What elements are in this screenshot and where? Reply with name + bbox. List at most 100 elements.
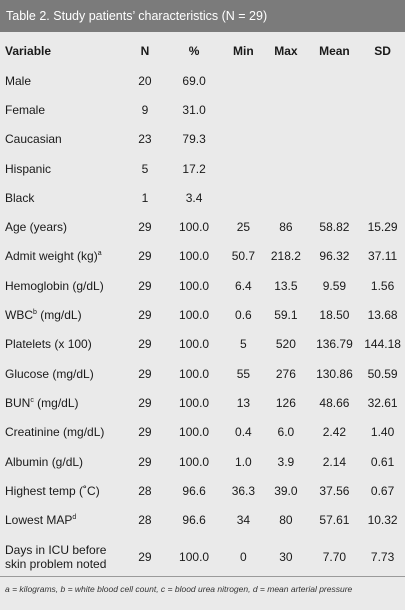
- variable-label: Lowest MAP: [5, 513, 73, 528]
- cell-min: [224, 66, 264, 95]
- cell-mean: 57.61: [319, 513, 350, 528]
- table-row: Male 20 69.0: [0, 66, 405, 95]
- cell-pct: 100.0: [179, 425, 210, 440]
- variable-label: Glucose (mg/dL): [5, 366, 94, 381]
- table-row: Black 1 3.4: [0, 183, 405, 212]
- cell-sd: 32.61: [367, 395, 398, 410]
- cell-min: 0.6: [235, 308, 252, 323]
- cell-pct: 17.2: [182, 161, 206, 176]
- cell-max: 218.2: [270, 249, 301, 264]
- table-title: Table 2. Study patients’ characteristics…: [0, 0, 405, 32]
- table-row: BUNc (mg/dL) 29 100.0 13 126 48.66 32.61: [0, 388, 405, 417]
- table-row: Lowest MAPd 28 96.6 34 80 57.61 10.32: [0, 505, 405, 534]
- cell-mean: [309, 66, 361, 95]
- cell-sd: 15.29: [367, 220, 398, 235]
- header-variable: Variable: [5, 44, 52, 58]
- cell-min: 1.0: [235, 454, 252, 469]
- variable-label: Male: [5, 73, 32, 88]
- header-max: Max: [274, 44, 298, 58]
- table-row: Caucasian 23 79.3: [0, 125, 405, 154]
- cell-min: 55: [236, 366, 251, 381]
- cell-variable: WBCb (mg/dL): [0, 300, 125, 329]
- cell-mean: 18.50: [319, 308, 350, 323]
- cell-variable: Hispanic: [0, 154, 125, 183]
- cell-n: 29: [138, 308, 152, 323]
- cell-variable: Black: [0, 183, 125, 212]
- cell-variable: Lowest MAPd: [0, 505, 125, 534]
- cell-sd: [360, 66, 405, 95]
- cell-n: 20: [138, 73, 152, 88]
- cell-n: 23: [138, 132, 152, 147]
- cell-pct: 100.0: [179, 308, 210, 323]
- table-row: Female 9 31.0: [0, 95, 405, 124]
- cell-n: 29: [138, 395, 152, 410]
- table-row: WBCb (mg/dL) 29 100.0 0.6 59.1 18.50 13.68: [0, 300, 405, 329]
- cell-min: [224, 183, 264, 212]
- cell-n: 29: [138, 454, 152, 469]
- variable-label: Days in ICU before: [5, 542, 107, 557]
- cell-pct: 96.6: [182, 483, 206, 498]
- table-row: Platelets (x 100) 29 100.0 5 520 136.79 144.18: [0, 330, 405, 359]
- cell-variable: Age (years): [0, 212, 125, 241]
- cell-mean: [309, 183, 361, 212]
- footnote-marker: a: [97, 250, 102, 258]
- cell-pct: 100.0: [179, 337, 210, 352]
- variable-label: Caucasian: [5, 132, 62, 147]
- table-row: Age (years) 29 100.0 25 86 58.82 15.29: [0, 212, 405, 241]
- cell-sd: [360, 95, 405, 124]
- cell-max: 276: [275, 366, 296, 381]
- footnote: a = kilograms, b = white blood cell coun…: [5, 584, 353, 594]
- cell-n: 5: [141, 161, 149, 176]
- cell-max: 86: [279, 220, 293, 235]
- variable-label: Albumin (g/dL): [5, 454, 84, 469]
- cell-sd: [360, 154, 405, 183]
- cell-max: [263, 125, 309, 154]
- variable-label: Female: [5, 102, 46, 117]
- cell-sd: 0.61: [370, 454, 395, 469]
- cell-n: 29: [138, 366, 152, 381]
- cell-pct: 100.0: [179, 249, 210, 264]
- cell-sd: 13.68: [367, 308, 398, 323]
- cell-pct: 3.4: [185, 190, 203, 205]
- cell-max: 30: [279, 549, 293, 564]
- cell-mean: 9.59: [322, 278, 347, 293]
- cell-n: 29: [138, 337, 152, 352]
- cell-pct: 79.3: [182, 132, 206, 147]
- header-row: Variable N % Min Max Mean SD: [0, 36, 405, 66]
- cell-variable: Creatinine (mg/dL): [0, 418, 125, 447]
- cell-max: [263, 95, 309, 124]
- header-sd: SD: [374, 44, 391, 58]
- footnote-marker: c: [30, 396, 34, 404]
- table-row: Hemoglobin (g/dL) 29 100.0 6.4 13.5 9.59 1.56: [0, 271, 405, 300]
- cell-variable: Platelets (x 100): [0, 330, 125, 359]
- cell-variable: Albumin (g/dL): [0, 447, 125, 476]
- table-row: Admit weight (kg)a 29 100.0 50.7 218.2 96.32 3…: [0, 242, 405, 271]
- cell-n: 29: [138, 249, 152, 264]
- variable-label: Black: [5, 190, 35, 205]
- cell-max: 80: [279, 513, 293, 528]
- cell-sd: 37.11: [368, 249, 398, 264]
- characteristics-table: Variable N % Min Max Mean SD Male 20 69.0 F…: [0, 36, 405, 579]
- cell-n: 29: [138, 549, 152, 564]
- table-row: Days in ICU before skin problem noted 29 10…: [0, 535, 405, 579]
- variable-unit: (mg/dL): [33, 395, 79, 410]
- table-row: Highest temp (˚C) 28 96.6 36.3 39.0 37.56 0.67: [0, 476, 405, 505]
- cell-min: 13: [236, 395, 251, 410]
- cell-max: [263, 154, 309, 183]
- cell-max: 126: [275, 395, 296, 410]
- cell-mean: 2.14: [322, 454, 347, 469]
- cell-pct: 100.0: [179, 454, 210, 469]
- header-percent: %: [188, 44, 200, 58]
- cell-pct: 69.0: [182, 73, 206, 88]
- cell-mean: [309, 95, 361, 124]
- cell-mean: 58.82: [319, 220, 350, 235]
- cell-variable: Days in ICU before skin problem noted: [0, 535, 125, 579]
- cell-sd: 0.67: [370, 483, 395, 498]
- cell-variable: Highest temp (˚C): [0, 476, 125, 505]
- cell-mean: 7.70: [322, 549, 347, 564]
- cell-mean: 96.32: [319, 249, 350, 264]
- cell-max: 3.9: [277, 454, 295, 469]
- cell-variable: Female: [0, 95, 125, 124]
- cell-min: 50.7: [231, 249, 256, 264]
- variable-label: Admit weight (kg): [5, 249, 98, 264]
